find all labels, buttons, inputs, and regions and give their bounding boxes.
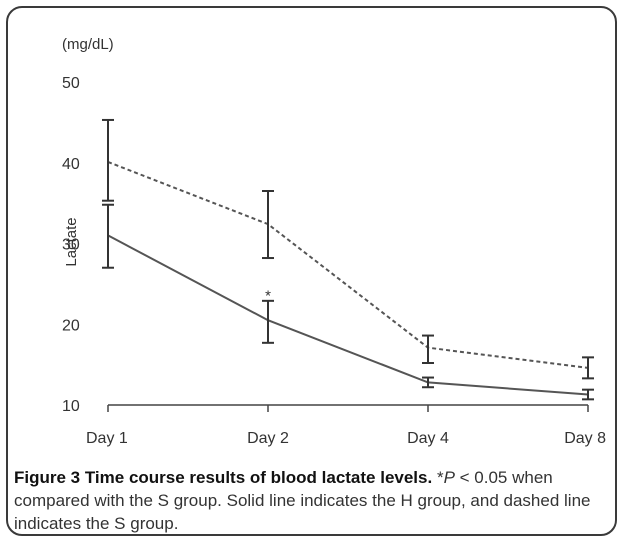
error-bar-dashed [102, 118, 114, 202]
error-bar-dashed [262, 190, 274, 260]
x-tick-label: Day 4 [407, 430, 449, 447]
y-tick-label: 10 [62, 398, 80, 415]
error-bar-solid [262, 299, 274, 344]
y-tick-label: 20 [62, 317, 80, 334]
y-unit-label: (mg/dL) [62, 36, 114, 53]
y-axis-title: Lactate [63, 217, 80, 266]
caption-star: * [432, 468, 444, 487]
error-bar-solid [582, 388, 594, 401]
caption-title: Figure 3 Time course results of blood la… [14, 468, 433, 487]
y-tick-label: 40 [62, 156, 80, 173]
error-bar-dashed [422, 334, 434, 365]
y-tick-label: 30 [62, 237, 80, 254]
significance-asterisk: * [265, 287, 271, 304]
figure-frame [6, 6, 617, 536]
error-bar-solid [102, 203, 114, 269]
lactate-line-chart: (mg/dL) Lactate Day 1 Day 2 Day 4 Day 8 10 20… [62, 36, 606, 447]
y-tick-label: 50 [62, 75, 80, 92]
x-tick-label: Day 2 [247, 430, 289, 447]
x-tick-label: Day 8 [564, 430, 606, 447]
series-line-dashed [107, 161, 589, 369]
figure-caption: Figure 3 Time course results of blood la… [14, 466, 609, 535]
error-bar-dashed [582, 356, 594, 380]
error-bar-solid [422, 376, 434, 389]
caption-p-symbol: P [443, 468, 455, 487]
x-tick-label: Day 1 [86, 430, 128, 447]
caption-text: < 0.05 when compared with the S group. S… [14, 468, 591, 533]
series-line-solid [107, 234, 589, 396]
